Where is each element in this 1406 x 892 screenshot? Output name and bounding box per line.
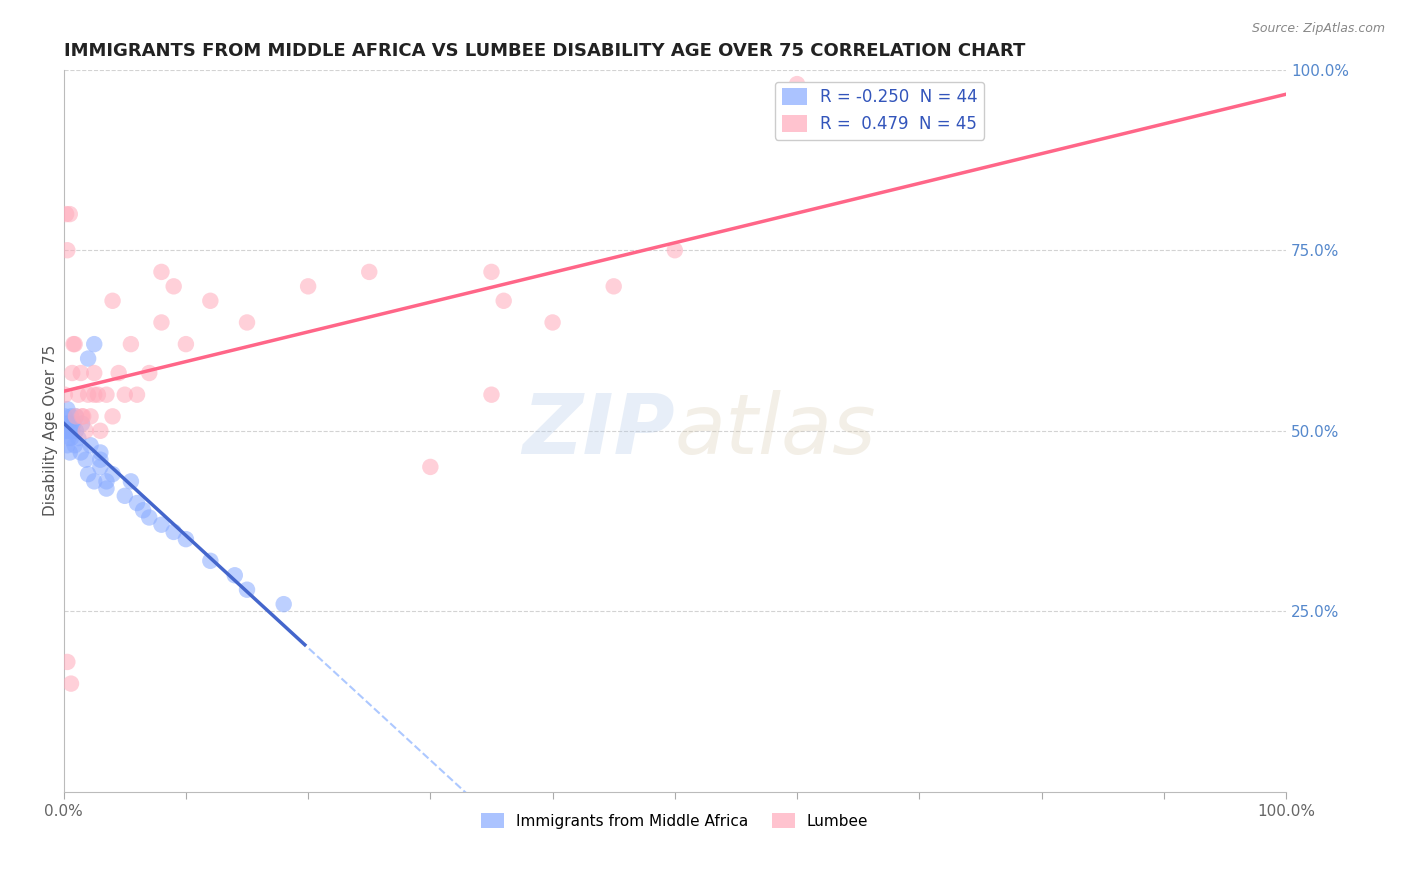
Y-axis label: Disability Age Over 75: Disability Age Over 75 (44, 345, 58, 516)
Point (56, 402, 79, 417)
Point (69, 366, 91, 380)
Point (56, 438, 79, 452)
Point (297, 279, 319, 293)
Point (138, 510, 160, 524)
Point (55, 207, 77, 221)
Point (481, 265, 503, 279)
Point (236, 582, 259, 597)
Point (70, 417, 93, 431)
Point (65, 409, 87, 424)
Point (70, 409, 93, 424)
Point (83, 366, 105, 380)
Point (664, 244, 686, 258)
Point (481, 387, 503, 401)
Point (59, 424, 82, 438)
Text: Source: ZipAtlas.com: Source: ZipAtlas.com (1251, 22, 1385, 36)
Point (75, 424, 97, 438)
Point (83, 337, 105, 351)
Point (236, 315, 259, 329)
Text: atlas: atlas (675, 391, 876, 471)
Point (69, 445, 91, 459)
Point (87, 387, 110, 401)
Point (60, 676, 83, 690)
Point (419, 459, 441, 474)
Point (79, 438, 101, 452)
Point (72, 409, 94, 424)
Point (114, 489, 136, 503)
Point (60, 431, 83, 445)
Point (101, 467, 124, 482)
Point (60, 366, 83, 380)
Point (79, 409, 101, 424)
Point (62, 417, 84, 431)
Point (55, 424, 77, 438)
Point (59, 445, 82, 459)
Point (77, 387, 100, 401)
Point (174, 532, 197, 546)
Point (75, 452, 97, 467)
Point (96, 475, 118, 489)
Point (59, 207, 82, 221)
Point (602, 279, 624, 293)
Point (89, 459, 111, 474)
Point (96, 387, 118, 401)
Point (200, 293, 222, 308)
Point (77, 467, 100, 482)
Point (62, 337, 84, 351)
Point (53, 424, 76, 438)
Point (150, 315, 173, 329)
Text: ZIP: ZIP (522, 391, 675, 471)
Point (53, 409, 76, 424)
Point (150, 517, 173, 532)
Point (56, 655, 79, 669)
Point (67, 431, 90, 445)
Point (541, 315, 564, 329)
Point (114, 387, 136, 401)
Point (224, 568, 246, 582)
Point (163, 279, 186, 293)
Point (150, 265, 173, 279)
Point (101, 409, 124, 424)
Point (138, 366, 160, 380)
Point (120, 337, 142, 351)
Point (60, 409, 83, 424)
Point (125, 387, 148, 401)
Text: IMMIGRANTS FROM MIDDLE AFRICA VS LUMBEE DISABILITY AGE OVER 75 CORRELATION CHART: IMMIGRANTS FROM MIDDLE AFRICA VS LUMBEE … (63, 42, 1025, 60)
Point (200, 554, 222, 568)
Point (107, 366, 129, 380)
Point (492, 293, 515, 308)
Point (120, 475, 142, 489)
Legend: Immigrants from Middle Africa, Lumbee: Immigrants from Middle Africa, Lumbee (475, 806, 875, 835)
Point (65, 424, 87, 438)
Point (55, 417, 77, 431)
Point (83, 475, 105, 489)
Point (89, 452, 111, 467)
Point (132, 503, 155, 517)
Point (60, 424, 83, 438)
Point (56, 244, 79, 258)
Point (83, 387, 105, 401)
Point (96, 482, 118, 496)
Point (58, 417, 80, 431)
Point (163, 524, 186, 539)
Point (101, 293, 124, 308)
Point (67, 387, 90, 401)
Point (53, 387, 76, 401)
Point (58, 431, 80, 445)
Point (63, 337, 86, 351)
Point (273, 597, 295, 611)
Point (89, 424, 111, 438)
Point (77, 351, 100, 366)
Point (65, 409, 87, 424)
Point (89, 445, 111, 459)
Point (63, 438, 86, 452)
Point (174, 337, 197, 351)
Point (125, 496, 148, 510)
Point (786, 77, 808, 91)
Point (359, 265, 381, 279)
